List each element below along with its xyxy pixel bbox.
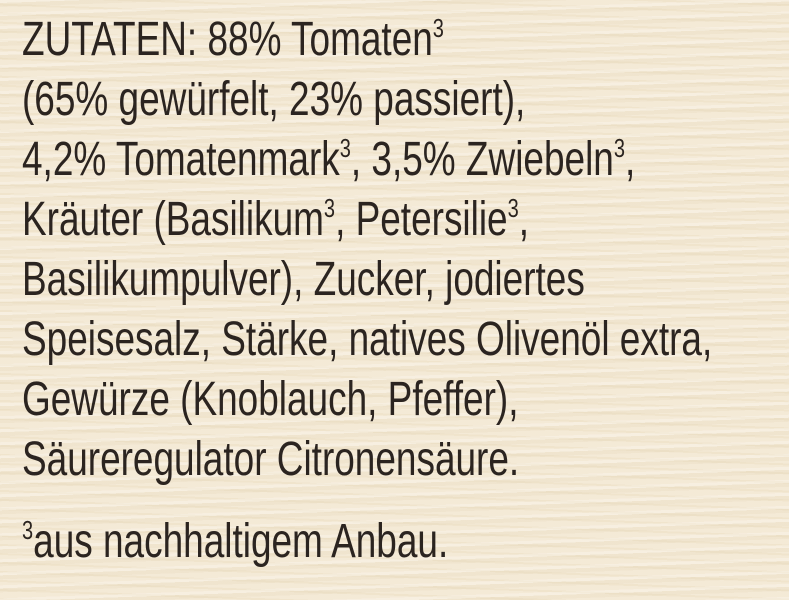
ingredients-line-text: , 3,5% Zwiebeln: [350, 133, 614, 186]
footnote-text: aus nachhaltigem Anbau.: [33, 515, 449, 568]
ingredients-line: Gewürze (Knoblauch, Pfeffer),: [22, 370, 712, 430]
ingredients-line-text: Kräuter (Basilikum: [22, 193, 324, 246]
footnote-marker: 3: [432, 13, 444, 43]
footnote-marker: 3: [507, 193, 519, 223]
ingredients-line: Basilikumpulver), Zucker, jodiertes: [22, 250, 712, 310]
ingredients-line-text: , Petersilie: [335, 193, 508, 246]
footnote-marker: 3: [613, 133, 625, 163]
ingredients-line-text: ,: [518, 193, 530, 246]
ingredients-line-text: Gewürze (Knoblauch, Pfeffer),: [22, 373, 519, 426]
ingredients-line-text: ,: [624, 133, 636, 186]
footnote: 3aus nachhaltigem Anbau.: [22, 512, 712, 572]
ingredients-line-text: Säureregulator Citronensäure.: [22, 433, 520, 486]
ingredients-line: Speisesalz, Stärke, natives Olivenöl ext…: [22, 310, 712, 370]
ingredients-line: 4,2% Tomatenmark3, 3,5% Zwiebeln3,: [22, 130, 712, 190]
ingredients-line-text: (65% gewürfelt, 23% passiert),: [22, 73, 526, 126]
footnote-marker: 3: [339, 133, 351, 163]
ingredients-line: (65% gewürfelt, 23% passiert),: [22, 70, 712, 130]
ingredients-line: Säureregulator Citronensäure.: [22, 430, 712, 490]
ingredients-line: Kräuter (Basilikum3, Petersilie3,: [22, 190, 712, 250]
footnote-marker: 3: [22, 515, 34, 545]
ingredients-line-text: Basilikumpulver), Zucker, jodiertes: [22, 253, 585, 306]
ingredients-heading: ZUTATEN: 88% Tomaten: [22, 13, 433, 66]
ingredients-line: ZUTATEN: 88% Tomaten3: [22, 10, 712, 70]
ingredients-line-text: 4,2% Tomatenmark: [22, 133, 340, 186]
ingredients-line-text: Speisesalz, Stärke, natives Olivenöl ext…: [22, 313, 713, 366]
footnote-marker: 3: [323, 193, 336, 223]
ingredients-text: ZUTATEN: 88% Tomaten3 (65% gewürfelt, 23…: [22, 10, 712, 572]
